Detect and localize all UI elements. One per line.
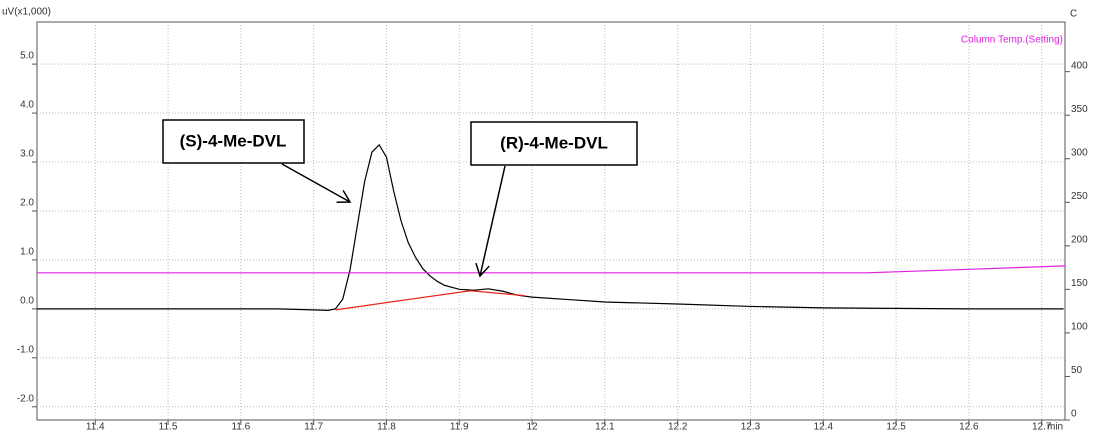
y-tick-label: 2.0 — [20, 198, 34, 209]
y2-tick-label: 150 — [1071, 278, 1088, 289]
x-tick-label: 11.9 — [450, 422, 469, 432]
x-axis-label: min — [1047, 422, 1063, 432]
series-line — [37, 143, 1064, 311]
y-tick-label: 3.0 — [20, 149, 34, 160]
y-tick-label: 0.0 — [20, 296, 34, 307]
x-tick-label: 12.6 — [959, 422, 979, 432]
x-tick-label: 12.1 — [595, 422, 615, 432]
x-tick-label: 12.3 — [741, 422, 761, 432]
y2-axis-label: C — [1070, 9, 1077, 20]
y-tick-label: 4.0 — [20, 100, 34, 111]
series-line — [37, 265, 1066, 274]
y2-tick-label: 300 — [1071, 147, 1088, 158]
x-tick-label: 11.8 — [377, 422, 396, 432]
y2-tick-label: 350 — [1071, 104, 1088, 115]
y2-tick-label: 100 — [1071, 322, 1088, 333]
y-tick-label: -1.0 — [17, 344, 35, 355]
x-tick-label: 11.7 — [304, 422, 323, 432]
y2-tick-label: 400 — [1071, 60, 1088, 71]
x-tick-label: 12.4 — [814, 422, 834, 432]
y-tick-label: -2.0 — [17, 393, 35, 404]
x-tick-label: 12.5 — [886, 422, 906, 432]
y-tick-label: 5.0 — [20, 51, 34, 62]
x-tick-label: 11.4 — [86, 422, 105, 432]
y2-tick-label: 0 — [1071, 409, 1077, 420]
y2-tick-label: 200 — [1071, 234, 1088, 245]
annotation: (S)-4-Me-DVL — [180, 131, 287, 150]
annotation-arrow — [480, 165, 506, 276]
x-tick-label: 11.5 — [159, 422, 178, 432]
annotation-arrow — [281, 163, 350, 202]
x-tick-label: 12.2 — [668, 422, 688, 432]
annotation: (R)-4-Me-DVL — [500, 133, 608, 152]
y2-tick-label: 250 — [1071, 191, 1088, 202]
x-tick-label: 11.6 — [231, 422, 250, 432]
x-tick-label: 12.7 — [1032, 422, 1052, 432]
annotation-box — [470, 121, 638, 166]
marks: 11.4 11.5 11.6 11.7 11.8 11.9 12 12.1 12.2 12.3 12… — [17, 22, 1088, 433]
annotation-box — [162, 119, 305, 164]
plot-frame — [36, 21, 1066, 421]
x-tick-label: 12 — [527, 422, 539, 432]
legend-label: Column Temp.(Setting) — [961, 35, 1063, 46]
y-axis-label: uV(x1,000) — [2, 7, 51, 18]
y2-tick-label: 50 — [1071, 365, 1083, 376]
series-line — [335, 290, 525, 311]
y-tick-label: 1.0 — [20, 247, 34, 258]
